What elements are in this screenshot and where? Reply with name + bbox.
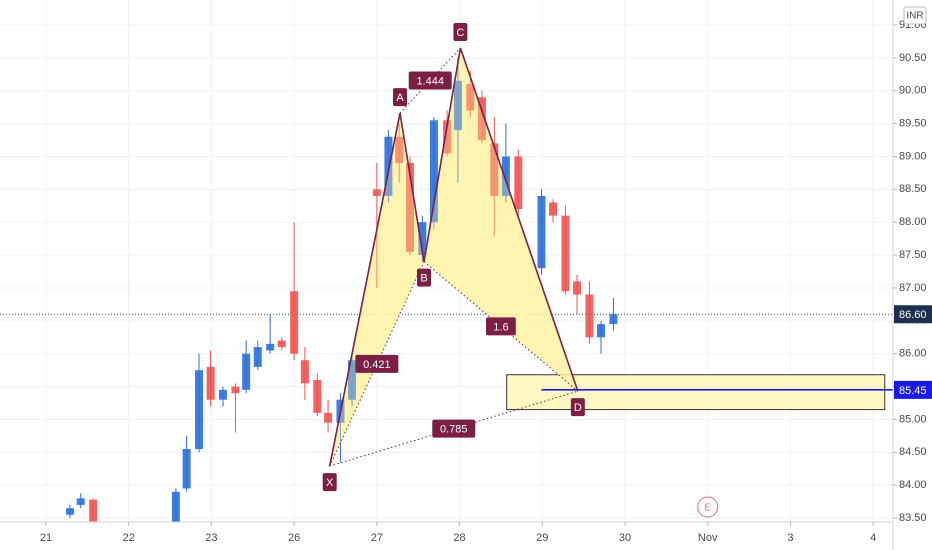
candle-body	[242, 353, 251, 390]
candle-body	[395, 136, 404, 164]
x-tick-label: 28	[453, 532, 465, 544]
ratio-label-box	[408, 71, 452, 90]
ratio-label-box	[486, 317, 516, 336]
x-tick-label: 3	[787, 532, 793, 544]
point-label: D	[574, 402, 582, 414]
candle-body	[418, 222, 427, 256]
candle-body	[477, 97, 486, 141]
candle-body	[429, 120, 438, 223]
candle-body	[313, 379, 322, 413]
y-tick-label: 86.00	[899, 348, 927, 360]
y-tick-label: 89.00	[899, 150, 927, 162]
event-label: E	[704, 503, 711, 514]
target-zone	[506, 374, 886, 411]
candle-body	[609, 314, 618, 325]
x-tick-label: 4	[870, 532, 876, 544]
ratio-label: 1.6	[493, 321, 508, 333]
axes: 83.5084.0084.5085.0085.5086.0086.5087.00…	[40, 19, 932, 544]
candle-body	[466, 84, 475, 111]
ratio-label-box	[432, 419, 476, 438]
candle-body	[384, 136, 393, 196]
level-tag	[894, 380, 932, 399]
y-tick-label: 87.50	[899, 249, 927, 261]
candle-body	[573, 281, 582, 295]
x-tick-label: 27	[371, 532, 383, 544]
x-tick-label: 23	[205, 532, 217, 544]
x-tick-label: 29	[536, 532, 548, 544]
last-price-label: 86.60	[899, 309, 927, 321]
candle-body	[585, 294, 594, 338]
candle-body	[324, 412, 333, 423]
y-tick-label: 89.50	[899, 118, 927, 130]
currency-label: INR	[906, 11, 923, 22]
x-tick-label: 30	[619, 532, 631, 544]
point-label: A	[396, 92, 404, 104]
point-label-box	[570, 398, 585, 417]
x-tick-label: 21	[40, 532, 52, 544]
x-tick-label: 22	[123, 532, 135, 544]
y-tick-label: 84.50	[899, 446, 927, 458]
ratio-line	[329, 390, 578, 467]
candle-body	[537, 195, 546, 269]
candle-body	[266, 343, 275, 351]
point-label-box	[322, 473, 337, 492]
candle-body	[443, 120, 452, 154]
ratio-label-box	[355, 354, 399, 373]
candle-body	[65, 508, 74, 515]
pattern-overlay	[424, 47, 578, 392]
candle-body	[231, 386, 240, 394]
candle-body	[597, 324, 606, 338]
currency-box	[903, 6, 927, 25]
candle-body	[171, 491, 180, 522]
candle-body	[453, 80, 462, 131]
last-price-tag	[894, 305, 932, 324]
point-label: X	[326, 477, 334, 489]
candle-body	[405, 163, 414, 252]
candle-body	[290, 291, 299, 354]
candle-body	[348, 360, 357, 400]
candle-body	[300, 360, 309, 384]
candle-body	[206, 366, 215, 400]
candle-body	[514, 156, 523, 210]
ratio-label: 0.421	[363, 359, 391, 371]
pattern-overlay	[329, 113, 425, 467]
candle-body	[89, 499, 98, 522]
y-tick-label: 88.00	[899, 216, 927, 228]
y-tick-label: 84.00	[899, 479, 927, 491]
candle-body	[195, 370, 204, 450]
candle-body	[219, 389, 228, 400]
candle-body	[549, 202, 558, 216]
candle-body	[277, 340, 286, 348]
candle-body	[182, 449, 191, 489]
candle-body	[501, 156, 510, 196]
level-label: 85.45	[899, 385, 927, 397]
point-label-box	[453, 22, 468, 41]
plot-area	[0, 47, 893, 522]
point-label-box	[417, 268, 432, 287]
point-label-box	[393, 88, 408, 107]
y-tick-label: 88.50	[899, 183, 927, 195]
candle-body	[76, 498, 85, 505]
ratio-label: 0.785	[440, 424, 468, 436]
point-label: C	[456, 27, 464, 39]
y-tick-label: 87.00	[899, 282, 927, 294]
pattern-fill	[424, 47, 578, 392]
y-tick-label: 90.50	[899, 52, 927, 64]
candle-body	[253, 347, 262, 367]
event-marker	[697, 496, 719, 518]
candle-body	[561, 215, 570, 292]
x-tick-label: 26	[288, 532, 300, 544]
y-tick-label: 83.50	[899, 512, 927, 524]
point-label: B	[420, 273, 427, 285]
ratio-label: 1.444	[416, 75, 444, 87]
candle-body	[490, 143, 499, 196]
y-tick-label: 85.00	[899, 413, 927, 425]
candle-body	[372, 189, 381, 196]
x-tick-label: Nov	[698, 532, 718, 544]
y-tick-label: 90.00	[899, 85, 927, 97]
